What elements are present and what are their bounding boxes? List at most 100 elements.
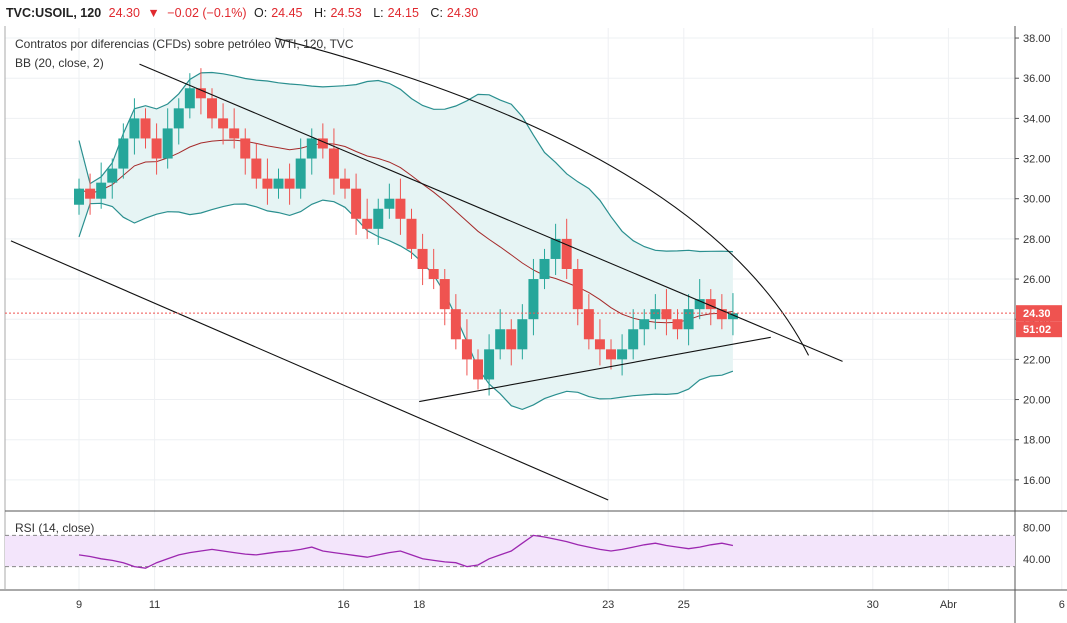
candle-body xyxy=(450,309,461,340)
candle-body xyxy=(340,178,350,189)
time-tick-label: 25 xyxy=(678,599,690,611)
candle-body xyxy=(328,148,339,179)
low-value: 24.15 xyxy=(387,6,419,20)
candle-body xyxy=(306,138,317,159)
candle-body xyxy=(162,128,173,159)
low-label: L: xyxy=(373,6,384,20)
countdown-box xyxy=(1016,321,1062,338)
chart-legend-title[interactable]: Contratos por diferencias (CFDs) sobre p… xyxy=(15,37,354,51)
price-tick-label: 20.00 xyxy=(1023,395,1051,407)
symbol-header: TVC:USOIL, 120 24.30 ▼ −0.02 (−0.1%) O: 2… xyxy=(0,0,1067,26)
open-value: 24.45 xyxy=(271,6,303,20)
candle-body xyxy=(517,319,528,350)
rsi-tick-label: 80.00 xyxy=(1023,523,1051,535)
price-tag: 24.30 51:02 xyxy=(1016,305,1062,338)
candle-body xyxy=(406,218,417,249)
candle-body xyxy=(107,168,118,183)
high-value: 24.53 xyxy=(330,6,362,20)
candle-body xyxy=(240,138,251,159)
high-label: H: xyxy=(313,6,327,20)
trendline xyxy=(139,63,843,362)
candle-body xyxy=(550,238,561,259)
bollinger-lower-band xyxy=(78,199,734,411)
price-tick-label: 34.00 xyxy=(1023,113,1051,125)
candle-body xyxy=(417,248,428,269)
candle-body xyxy=(539,258,550,280)
candle-body xyxy=(473,359,484,380)
candle-body xyxy=(195,88,206,99)
rsi-line xyxy=(78,534,734,569)
candle-body xyxy=(439,279,450,310)
candle-body xyxy=(262,178,273,189)
close-label: C: xyxy=(430,6,443,20)
close-value: 24.30 xyxy=(446,6,479,20)
candle-body xyxy=(118,138,129,169)
candle-body xyxy=(461,339,472,360)
candle-body xyxy=(351,188,362,219)
candle-body xyxy=(650,309,661,320)
price-tick-label: 32.00 xyxy=(1023,154,1051,166)
price-tick-label: 16.00 xyxy=(1023,475,1051,487)
candle-body xyxy=(74,188,84,205)
time-tick-label: 6 xyxy=(1059,599,1065,611)
trendline xyxy=(10,240,609,501)
candle-body xyxy=(218,118,229,129)
candle-body xyxy=(606,349,617,360)
bollinger-upper-band xyxy=(78,71,733,253)
time-tick-label: Abr xyxy=(940,599,957,611)
price-tick-label: 30.00 xyxy=(1023,194,1051,206)
time-tick-label: 30 xyxy=(867,599,879,611)
candle-body xyxy=(96,182,107,199)
countdown-value: 51:02 xyxy=(1023,324,1051,336)
candle-body xyxy=(273,178,284,189)
candle-body xyxy=(495,329,506,350)
candle-body xyxy=(317,138,328,149)
candle-body xyxy=(295,158,306,189)
candle-body xyxy=(716,309,727,320)
candle-body xyxy=(173,108,184,129)
candle-body xyxy=(594,339,605,350)
trendline xyxy=(419,336,771,403)
price-tag-box xyxy=(1016,305,1062,322)
candle-body xyxy=(151,138,162,159)
price-tick-label: 36.00 xyxy=(1023,73,1051,85)
last-price: 24.30 xyxy=(108,6,140,20)
candle-body xyxy=(683,309,694,330)
rsi-axis[interactable]: 80.00 40.00 xyxy=(1023,523,1051,566)
candle-body xyxy=(384,198,395,209)
candle-body xyxy=(572,269,583,310)
price-axis[interactable]: 38.0036.0034.0032.0030.0028.0026.0024.00… xyxy=(1015,33,1051,487)
rsi-band-lines xyxy=(5,534,1015,568)
open-label: O: xyxy=(253,6,268,20)
candle-body xyxy=(207,98,217,119)
candle-body xyxy=(284,178,295,189)
candle-body xyxy=(727,313,738,320)
rsi-legend[interactable]: RSI (14, close) xyxy=(15,521,95,535)
down-arrow-icon: ▼ xyxy=(147,6,160,20)
time-tick-label: 23 xyxy=(602,599,614,611)
price-change: −0.02 (−0.1%) xyxy=(167,6,247,20)
candle-body xyxy=(583,309,594,340)
candle-body xyxy=(705,299,716,310)
candle-body xyxy=(561,238,572,269)
rsi-tick-label: 40.00 xyxy=(1023,554,1051,566)
candle-body xyxy=(428,269,439,280)
candle-body xyxy=(251,158,262,179)
candle-body xyxy=(140,118,151,139)
time-tick-label: 9 xyxy=(76,599,82,611)
price-tick-label: 22.00 xyxy=(1023,354,1051,366)
candle-body xyxy=(85,188,96,199)
candle-body xyxy=(373,208,384,229)
candlesticks xyxy=(74,68,738,396)
candle-body xyxy=(395,198,406,219)
trendlines[interactable] xyxy=(10,37,843,501)
candle-body xyxy=(506,329,517,350)
candle-body xyxy=(694,299,705,310)
symbol-name[interactable]: TVC:USOIL, 120 xyxy=(6,6,102,20)
bollinger-legend[interactable]: BB (20, close, 2) xyxy=(15,56,104,70)
time-tick-label: 16 xyxy=(337,599,349,611)
chart-canvas[interactable]: 38.0036.0034.0032.0030.0028.0026.0024.00… xyxy=(0,26,1067,623)
candle-body xyxy=(617,349,628,360)
time-axis[interactable]: 9111618232530Abr68 xyxy=(76,599,1067,611)
candle-body xyxy=(639,319,650,330)
